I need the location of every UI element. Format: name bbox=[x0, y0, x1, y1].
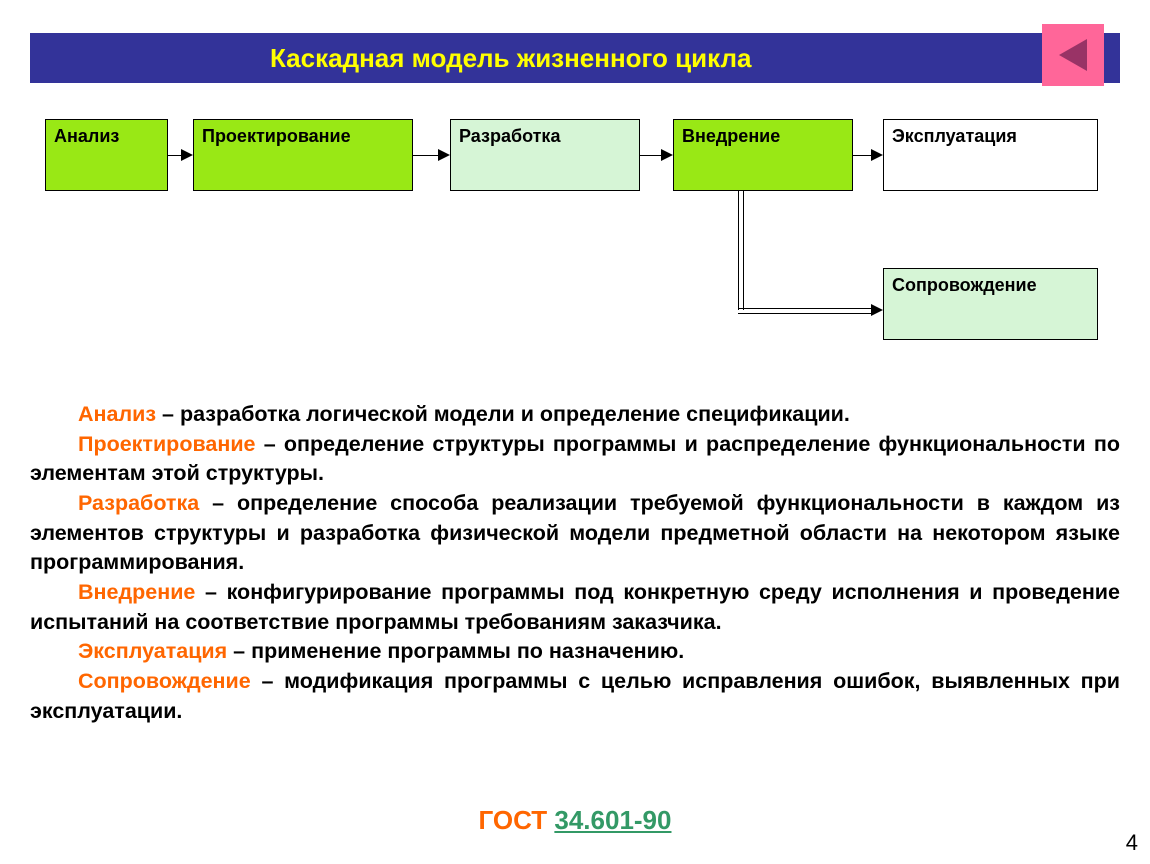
definition-text: – разработка логической модели и определ… bbox=[156, 402, 850, 426]
definition-text: – применение программы по назначению. bbox=[227, 639, 684, 663]
definition-term: Эксплуатация bbox=[78, 639, 227, 663]
arrow-line bbox=[853, 155, 873, 156]
flow-box-operation: Эксплуатация bbox=[883, 119, 1098, 191]
connector-line bbox=[738, 308, 874, 309]
page-number: 4 bbox=[1126, 830, 1138, 856]
flow-box-development: Разработка bbox=[450, 119, 640, 191]
slide-title: Каскадная модель жизненного цикла bbox=[270, 43, 751, 74]
definition-item: Разработка – определение способа реализа… bbox=[30, 489, 1120, 578]
connector-line bbox=[738, 191, 739, 310]
definition-item: Сопровождение – модификация программы с … bbox=[30, 667, 1120, 726]
definition-item: Внедрение – конфигурирование программы п… bbox=[30, 578, 1120, 637]
flow-box-deployment: Внедрение bbox=[673, 119, 853, 191]
definition-term: Проектирование bbox=[78, 432, 256, 456]
flow-box-analysis: Анализ bbox=[45, 119, 168, 191]
connector-line bbox=[738, 313, 874, 314]
definition-item: Проектирование – определение структуры п… bbox=[30, 430, 1120, 489]
definition-item: Эксплуатация – применение программы по н… bbox=[30, 637, 1120, 667]
definition-term: Внедрение bbox=[78, 580, 195, 604]
flow-box-design: Проектирование bbox=[193, 119, 413, 191]
arrow-right-icon bbox=[871, 304, 883, 316]
gost-reference: ГОСТ 34.601-90 bbox=[0, 805, 1150, 836]
definition-term: Анализ bbox=[78, 402, 156, 426]
gost-label: ГОСТ bbox=[479, 805, 555, 835]
arrow-line bbox=[413, 155, 440, 156]
arrow-line bbox=[640, 155, 663, 156]
arrow-right-icon bbox=[181, 149, 193, 161]
triangle-left-icon bbox=[1053, 35, 1093, 75]
definitions-block: Анализ – разработка логической модели и … bbox=[30, 400, 1120, 726]
flow-box-maintenance: Сопровождение bbox=[883, 268, 1098, 340]
arrow-right-icon bbox=[661, 149, 673, 161]
connector-line bbox=[743, 191, 744, 310]
gost-link[interactable]: 34.601-90 bbox=[554, 805, 671, 835]
definition-term: Разработка bbox=[78, 491, 199, 515]
arrow-right-icon bbox=[871, 149, 883, 161]
slide-header: Каскадная модель жизненного цикла bbox=[30, 33, 1120, 83]
definition-term: Сопровождение bbox=[78, 669, 251, 693]
back-button[interactable] bbox=[1042, 24, 1104, 86]
definition-item: Анализ – разработка логической модели и … bbox=[30, 400, 1120, 430]
arrow-right-icon bbox=[438, 149, 450, 161]
